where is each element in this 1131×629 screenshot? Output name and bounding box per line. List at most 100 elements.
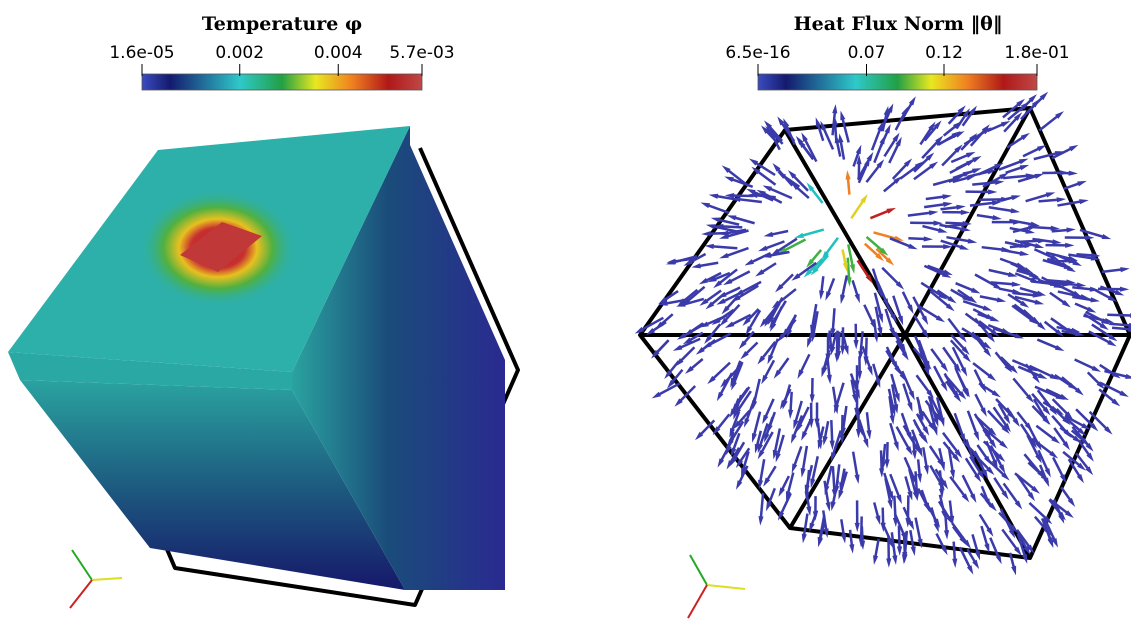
flux-arrow-head: [830, 346, 835, 356]
flux-arrow-head: [763, 185, 773, 191]
flux-arrow-head: [788, 410, 793, 419]
flux-arrow-head: [792, 464, 798, 474]
flux-arrow-head: [913, 491, 918, 501]
flux-arrow-head: [823, 436, 828, 446]
flux-arrow-head: [1037, 145, 1046, 151]
flux-arrow-head: [826, 502, 831, 512]
flux-arrow-head: [1011, 566, 1016, 576]
flux-arrow-head: [1046, 192, 1056, 197]
flux-arrow-head: [744, 259, 753, 265]
colorbar-tick-label: 6.5e-16: [725, 43, 790, 63]
flux-arrow-head: [1057, 197, 1066, 202]
flux-arrow-head: [990, 316, 1000, 321]
flux-arrow: [1107, 315, 1131, 316]
flux-arrow-head: [941, 510, 946, 520]
flux-arrow-head: [764, 232, 774, 237]
flux-arrow-head: [873, 555, 878, 565]
flux-arrow-head: [1120, 287, 1129, 292]
flux-arrow-head: [797, 370, 803, 379]
flux-arrow-head: [938, 228, 948, 233]
flux-arrow-head: [917, 474, 922, 483]
flux-arrow-head: [1119, 391, 1128, 397]
flux-arrow-head: [1104, 318, 1114, 323]
flux-arrow-head: [691, 263, 701, 268]
flux-arrow-head: [840, 111, 845, 121]
flux-arrow-head: [961, 367, 967, 376]
flux-arrow-head: [849, 544, 854, 554]
flux-arrow-head: [943, 202, 953, 207]
flux-arrow-head: [778, 487, 784, 496]
flux-arrow-head: [1013, 220, 1022, 225]
colorbar-tick-label: 1.6e-05: [109, 43, 174, 63]
flux-arrow-head: [1019, 159, 1029, 165]
flux-arrow-head: [818, 537, 823, 547]
flux-arrow-head: [929, 210, 939, 215]
flux-arrow-head: [1090, 297, 1100, 302]
flux-arrow-head: [952, 559, 957, 568]
flux-arrow-head: [856, 145, 862, 155]
flux-arrow: [1109, 324, 1131, 326]
flux-arrow-head: [866, 430, 871, 440]
flux-arrow-head: [838, 490, 843, 500]
flux-arrow-head: [879, 135, 885, 145]
flux-arrow-head: [980, 407, 986, 416]
flux-arrow-head: [884, 106, 889, 116]
flux-arrow-head: [724, 176, 734, 182]
flux-arrow-head: [956, 205, 966, 210]
flux-arrow-head: [992, 215, 1002, 220]
flux-arrow-head: [762, 415, 768, 425]
flux-arrow-head: [791, 434, 797, 444]
colorbar-tick-label: 1.8e-01: [1004, 43, 1069, 63]
flux-arrow-head: [801, 468, 806, 478]
axis-z: [70, 580, 92, 608]
flux-arrow-head: [873, 333, 878, 343]
flux-arrow-head: [877, 289, 882, 299]
flux-arrow-head: [940, 462, 945, 472]
flux-arrow-head: [700, 203, 710, 209]
flux-arrow-head: [706, 224, 716, 229]
flux-arrow-head: [846, 170, 851, 179]
flux-arrow-head: [886, 558, 891, 567]
flux-arrow-head: [752, 433, 757, 443]
flux-arrow-head: [853, 340, 858, 349]
flux-arrow-head: [934, 523, 939, 533]
flux-arrow-head: [701, 231, 710, 236]
flux-arrow-head: [802, 534, 807, 544]
colorbar: [142, 74, 422, 90]
flux-arrow-head: [997, 297, 1007, 302]
flux-arrow-head: [995, 180, 1004, 185]
flux-arrow-head: [897, 546, 902, 555]
flux-arrow-head: [1035, 243, 1045, 248]
flux-arrow-head: [827, 375, 832, 385]
flux-arrow-head: [932, 426, 937, 436]
flux-arrow-head: [1065, 243, 1074, 248]
axis-z: [688, 585, 707, 618]
flux-arrow-head: [801, 132, 808, 141]
flux-arrow-head: [822, 366, 827, 376]
flux-arrow-head: [1034, 174, 1044, 179]
flux-arrow-head: [1077, 282, 1086, 287]
flux-arrow-head: [807, 338, 812, 348]
flux-arrow-head: [727, 215, 737, 220]
flux-arrow-head: [831, 452, 836, 462]
flux-arrow-head: [811, 333, 816, 343]
axis-x: [707, 585, 745, 589]
flux-arrow: [1112, 328, 1131, 330]
flux-arrow-head: [1035, 299, 1045, 304]
page: Temperature φ1.6e-050.0020.0045.7e-03Hea…: [0, 0, 1131, 629]
colorbar: [758, 74, 1037, 90]
flux-arrow-head: [1079, 199, 1089, 204]
flux-arrow-head: [1125, 374, 1131, 379]
temperature-render: [8, 126, 518, 605]
colorbar-tick-label: 0.004: [314, 43, 363, 63]
flux-arrow-head: [810, 394, 815, 403]
flux-arrow-head: [961, 210, 970, 215]
flux-arrow-head: [975, 551, 980, 561]
flux-arrow-head: [855, 523, 860, 532]
flux-arrow-head: [1120, 267, 1130, 272]
flux-arrow-head: [875, 515, 880, 525]
flux-arrow-head: [879, 468, 884, 477]
flux-arrow-head: [736, 480, 742, 489]
flux-arrow-head: [816, 117, 821, 127]
flux-arrow-head: [744, 418, 750, 428]
